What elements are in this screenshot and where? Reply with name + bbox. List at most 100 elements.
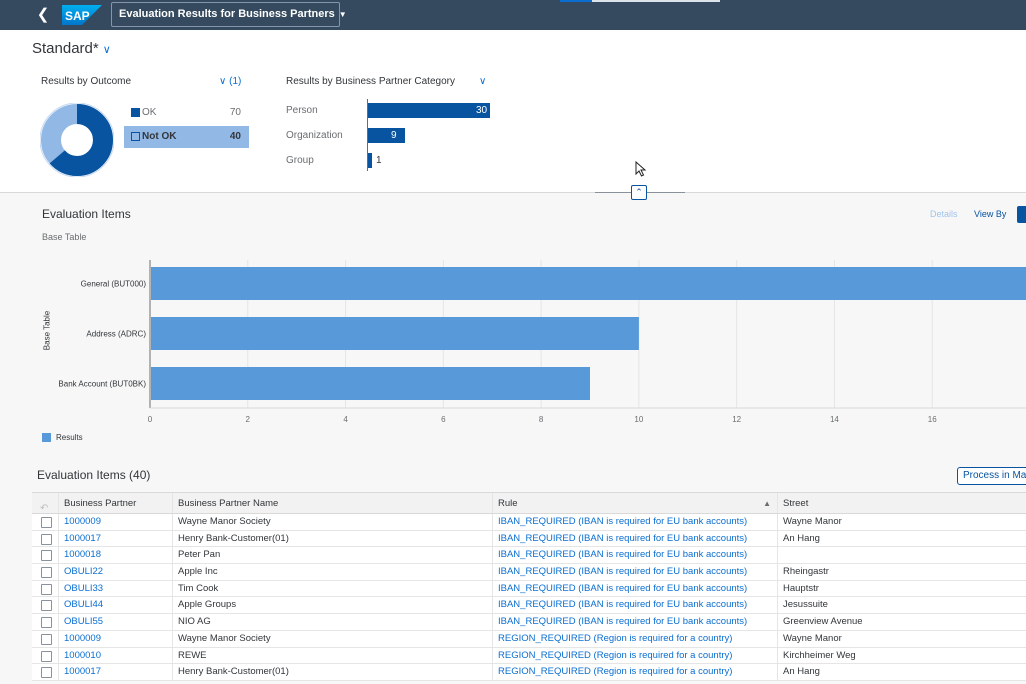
table-row[interactable]: OBULI55 NIO AG IBAN_REQUIRED (IBAN is requ… <box>32 614 1026 631</box>
business-partner-name: Wayne Manor Society <box>173 630 493 647</box>
business-partner-name: Apple Groups <box>173 597 493 614</box>
outcome-filter-count: (1) <box>229 76 242 87</box>
table-row[interactable]: 1000018 Peter Pan IBAN_REQUIRED (IBAN is r… <box>32 547 1026 565</box>
chart-x-tick-label: 8 <box>539 415 544 424</box>
rule-link[interactable]: IBAN_REQUIRED (IBAN is required for EU b… <box>493 614 778 630</box>
table-row[interactable]: OBULI44 Apple Groups IBAN_REQUIRED (IBAN i… <box>32 597 1026 615</box>
donut-slice-ok[interactable] <box>41 104 113 176</box>
chart-bar[interactable] <box>151 317 639 350</box>
table-row[interactable]: 1000017 Henry Bank-Customer(01) REGION_REQ… <box>32 664 1026 681</box>
collapse-header-button[interactable]: ⌃ <box>631 185 647 200</box>
variant-selector[interactable]: Standard* ∨ <box>32 40 111 57</box>
chart-x-tick-label: 10 <box>634 415 643 424</box>
business-partner-name: Wayne Manor Society <box>173 514 493 530</box>
checkbox-icon[interactable] <box>41 667 52 679</box>
column-header-rule[interactable]: Rule ▲ <box>493 493 778 513</box>
business-partner-link[interactable]: OBULI33 <box>59 580 173 597</box>
checkbox-icon[interactable] <box>41 533 52 545</box>
outcome-filter-toggle[interactable]: ∨ (1) <box>219 76 241 87</box>
rule-link[interactable]: IBAN_REQUIRED (IBAN is required for EU b… <box>493 514 778 530</box>
category-label-person: Person <box>286 105 318 116</box>
rule-link[interactable]: IBAN_REQUIRED (IBAN is required for EU b… <box>493 530 778 547</box>
caret-down-icon: ▼ <box>338 10 347 19</box>
outcome-legend-ok[interactable]: OK 70 <box>124 102 249 124</box>
row-select-cell <box>32 597 59 614</box>
process-in-mass-button[interactable]: Process in Mass <box>957 467 1026 485</box>
dynamic-page-header: Standard* ∨ Results by Outcome ∨ (1) OK 7… <box>0 30 1026 193</box>
chart-bar[interactable] <box>151 267 1026 300</box>
checkbox-icon[interactable] <box>41 583 52 595</box>
chart-legend-label[interactable]: Results <box>56 433 83 442</box>
column-header-business-partner-name[interactable]: Business Partner Name <box>173 493 493 513</box>
rule-link[interactable]: IBAN_REQUIRED (IBAN is required for EU b… <box>493 597 778 614</box>
business-partner-link[interactable]: 1000017 <box>59 664 173 680</box>
street: Jesussuite <box>783 599 828 611</box>
rule-link[interactable]: REGION_REQUIRED (Region is required for … <box>493 630 778 647</box>
view-by-link[interactable]: View By <box>974 209 1007 219</box>
business-partner-link[interactable]: OBULI22 <box>59 564 173 580</box>
category-bar[interactable] <box>368 128 405 143</box>
business-partner-name: Henry Bank-Customer(01) <box>173 664 493 680</box>
business-partner-link[interactable]: OBULI55 <box>59 614 173 630</box>
column-header-street[interactable]: Street <box>783 498 809 509</box>
checkbox-icon[interactable] <box>41 517 52 528</box>
business-partner-link[interactable]: 1000010 <box>59 647 173 664</box>
street: Wayne Manor <box>783 516 842 527</box>
table-row[interactable]: 1000010 REWE REGION_REQUIRED (Region is re… <box>32 647 1026 665</box>
business-partner-name: REWE <box>173 647 493 664</box>
back-icon[interactable]: ❮ <box>36 6 50 23</box>
select-all-column[interactable]: ↶ <box>32 493 59 513</box>
sort-ascending-icon: ▲ <box>763 499 771 508</box>
category-bar[interactable] <box>368 103 490 118</box>
table-row[interactable]: OBULI33 Tim Cook IBAN_REQUIRED (IBAN is re… <box>32 580 1026 598</box>
app-title: Evaluation Results for Business Partners <box>119 8 335 20</box>
rule-link[interactable]: IBAN_REQUIRED (IBAN is required for EU b… <box>493 564 778 580</box>
column-header-business-partner[interactable]: Business Partner <box>59 493 173 513</box>
table-row[interactable]: OBULI22 Apple Inc IBAN_REQUIRED (IBAN is r… <box>32 564 1026 581</box>
details-link[interactable]: Details <box>930 209 958 219</box>
checkbox-icon[interactable] <box>41 633 52 645</box>
checkbox-icon[interactable] <box>41 600 52 612</box>
evaluation-items-table: ↶ Business Partner Business Partner Name… <box>32 492 1026 681</box>
view-by-button[interactable] <box>1017 206 1026 223</box>
checkbox-icon[interactable] <box>41 617 52 629</box>
chart-x-tick-label: 2 <box>246 415 251 424</box>
chart-category-label: Address (ADRC) <box>86 330 146 339</box>
street: Greenview Avenue <box>783 616 863 628</box>
chart-x-tick-label: 0 <box>148 415 153 424</box>
rule-link[interactable]: IBAN_REQUIRED (IBAN is required for EU b… <box>493 547 778 564</box>
street: An Hang <box>783 666 820 678</box>
rule-link[interactable]: REGION_REQUIRED (Region is required for … <box>493 664 778 680</box>
rule-link[interactable]: REGION_REQUIRED (Region is required for … <box>493 647 778 664</box>
table-row[interactable]: 1000017 Henry Bank-Customer(01) IBAN_REQUI… <box>32 530 1026 548</box>
business-partner-link[interactable]: 1000009 <box>59 514 173 530</box>
chart-category-label: General (BUT000) <box>81 280 147 289</box>
app-title-menu-button[interactable]: Evaluation Results for Business Partners… <box>111 2 347 27</box>
rule-link[interactable]: IBAN_REQUIRED (IBAN is required for EU b… <box>493 580 778 597</box>
category-axis <box>367 99 368 171</box>
checkbox-icon[interactable] <box>41 650 52 662</box>
chart-bar[interactable] <box>151 367 590 400</box>
table-row[interactable]: 1000009 Wayne Manor Society REGION_REQUIRE… <box>32 630 1026 648</box>
category-label-organization: Organization <box>286 130 343 141</box>
chart-x-tick-label: 14 <box>830 415 839 424</box>
outcome-card-title: Results by Outcome <box>41 76 132 87</box>
table-row[interactable]: 1000009 Wayne Manor Society IBAN_REQUIRED … <box>32 514 1026 531</box>
chart-x-tick-label: 6 <box>441 415 446 424</box>
legend-swatch <box>131 108 140 117</box>
row-select-cell <box>32 530 59 547</box>
business-partner-link[interactable]: OBULI44 <box>59 597 173 614</box>
sap-logo[interactable]: SAP <box>62 5 102 25</box>
outcome-legend-not-ok[interactable]: Not OK 40 <box>124 126 249 148</box>
outcome-donut-chart[interactable] <box>40 103 114 177</box>
business-partner-link[interactable]: 1000017 <box>59 530 173 547</box>
category-bar[interactable] <box>368 153 372 168</box>
checkbox-icon[interactable] <box>41 550 52 562</box>
category-bar-value: 9 <box>391 130 397 141</box>
category-filter-toggle[interactable]: ∨ <box>479 76 486 87</box>
street: Wayne Manor <box>783 632 842 644</box>
business-partner-link[interactable]: 1000018 <box>59 547 173 564</box>
row-select-cell <box>32 647 59 664</box>
business-partner-link[interactable]: 1000009 <box>59 630 173 647</box>
checkbox-icon[interactable] <box>41 567 52 579</box>
